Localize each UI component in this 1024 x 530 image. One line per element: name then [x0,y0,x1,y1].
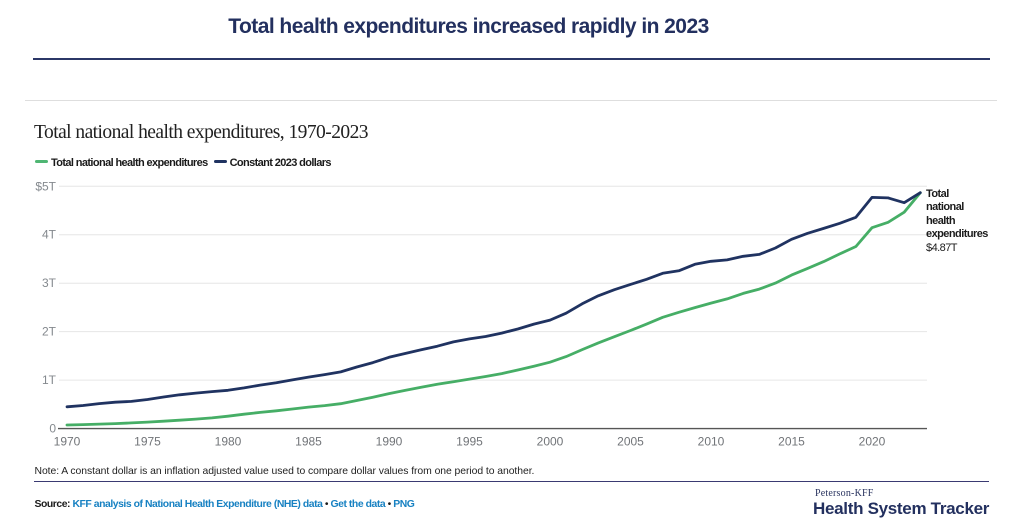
svg-text:1975: 1975 [134,435,161,449]
svg-text:1T: 1T [42,373,57,387]
svg-text:1980: 1980 [215,435,242,449]
svg-text:1990: 1990 [376,435,403,449]
svg-text:2010: 2010 [698,435,725,449]
svg-text:0: 0 [49,422,56,436]
svg-text:2T: 2T [42,325,57,339]
svg-text:2015: 2015 [778,435,805,449]
svg-text:$5T: $5T [35,180,56,194]
svg-text:2005: 2005 [617,435,644,449]
svg-text:1970: 1970 [54,435,81,449]
svg-text:2020: 2020 [859,435,886,449]
svg-text:1995: 1995 [456,435,483,449]
svg-text:1985: 1985 [295,435,322,449]
svg-text:4T: 4T [42,228,57,242]
svg-text:3T: 3T [42,276,57,290]
svg-text:2000: 2000 [537,435,564,449]
